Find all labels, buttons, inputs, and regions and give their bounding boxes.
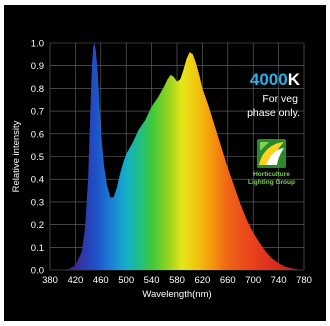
x-axis-label: Wavelength(nm)	[142, 289, 211, 300]
y-tick-label-3: 0.3	[31, 197, 44, 208]
x-tick-label-6: 620	[194, 275, 210, 286]
x-tick-label-9: 740	[271, 275, 287, 286]
leaf-logo-icon	[257, 139, 286, 168]
x-tick-label-2: 460	[93, 275, 109, 286]
x-tick-label-4: 540	[144, 275, 160, 286]
y-tick-label-5: 0.5	[31, 152, 44, 163]
x-tick-label-7: 660	[220, 275, 236, 286]
chart-frame: 0.0 0.1 0.2 0.3 0.4 0.5 0.6 0.7 0.8 0.9 1.0 380 420…	[4, 5, 326, 321]
cct-annotation: 4000K For veg phase only.	[247, 70, 301, 119]
logo-line-2: Lighting Group	[248, 179, 295, 186]
y-tick-label-10: 1.0	[31, 39, 44, 50]
logo-line-1: Horticulture	[253, 171, 290, 178]
cct-label: 4000K	[250, 70, 301, 89]
x-tick-label-1: 420	[67, 275, 83, 286]
y-tick-label-2: 0.2	[31, 220, 44, 231]
x-tick-label-8: 700	[245, 275, 261, 286]
x-tick-label-0: 380	[42, 275, 58, 286]
x-tick-labels: 380 420 460 500 540 580 620 660 700 740 780	[42, 275, 312, 286]
y-tick-label-9: 0.9	[31, 61, 44, 72]
cct-unit: K	[288, 70, 301, 89]
x-tick-label-3: 500	[118, 275, 134, 286]
horticulture-logo: Horticulture Lighting Group	[248, 139, 295, 186]
spectrum-area	[50, 43, 304, 270]
y-tick-label-8: 0.8	[31, 84, 44, 95]
y-tick-label-4: 0.4	[31, 175, 44, 186]
y-tick-label-7: 0.7	[31, 107, 44, 118]
y-axis-label: Relative intensity	[11, 120, 22, 192]
x-tick-label-10: 780	[296, 275, 312, 286]
note-line-2: phase only.	[247, 107, 300, 119]
x-tick-label-5: 580	[169, 275, 185, 286]
y-tick-label-0: 0.0	[31, 266, 44, 277]
note-line-1: For veg	[262, 93, 298, 105]
y-tick-labels: 0.0 0.1 0.2 0.3 0.4 0.5 0.6 0.7 0.8 0.9 1.0	[31, 39, 44, 277]
y-tick-label-1: 0.1	[31, 243, 44, 254]
y-tick-label-6: 0.6	[31, 129, 44, 140]
spectrum-chart: 0.0 0.1 0.2 0.3 0.4 0.5 0.6 0.7 0.8 0.9 1.0 380 420…	[11, 39, 312, 301]
cct-value: 4000	[250, 70, 288, 89]
